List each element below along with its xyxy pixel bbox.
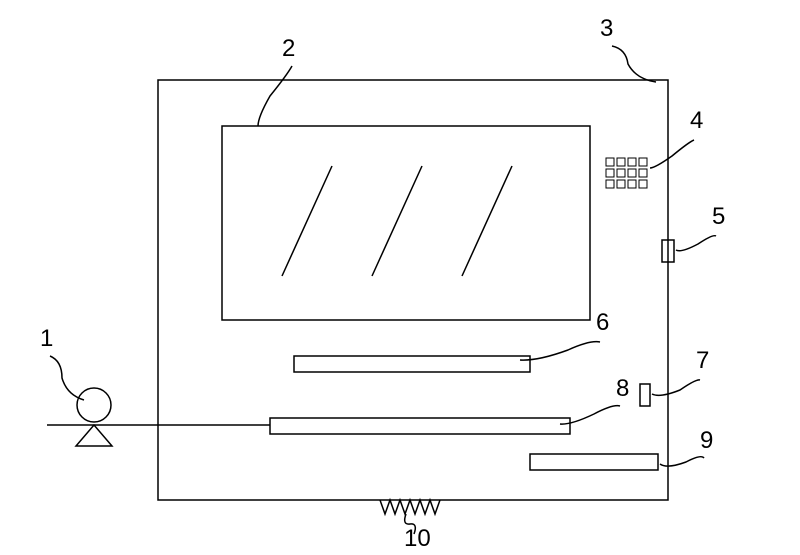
leader-4	[650, 140, 694, 168]
pivot-triangle	[76, 425, 112, 446]
label-3: 3	[600, 15, 613, 42]
screen-glare-0	[282, 166, 332, 276]
port-7	[640, 384, 650, 406]
label-10: 10	[404, 525, 431, 552]
keypad-cell	[606, 169, 614, 177]
label-9: 9	[700, 427, 713, 454]
leader-8	[560, 406, 620, 424]
keypad-cell	[617, 180, 625, 188]
screen	[222, 126, 590, 320]
leader-2	[258, 66, 292, 126]
coil-spring	[380, 500, 440, 514]
keypad-cell	[639, 180, 647, 188]
keypad-cell	[639, 158, 647, 166]
keypad-cell	[617, 158, 625, 166]
keypad-cell	[628, 180, 636, 188]
main-enclosure	[158, 80, 668, 500]
keypad-cell	[628, 169, 636, 177]
keypad-cell	[639, 169, 647, 177]
keypad-cell	[617, 169, 625, 177]
leader-7	[652, 380, 700, 395]
leader-9	[660, 457, 704, 466]
label-6: 6	[596, 309, 609, 336]
screen-glare-2	[462, 166, 512, 276]
leader-6	[520, 342, 600, 360]
lever-ball	[77, 388, 111, 422]
leader-1	[50, 356, 84, 400]
keypad-cell	[606, 180, 614, 188]
leader-5	[676, 236, 716, 251]
screen-glare-1	[372, 166, 422, 276]
label-4: 4	[690, 107, 703, 134]
tray-8	[270, 418, 570, 434]
leader-3	[612, 46, 656, 82]
label-1: 1	[40, 325, 53, 352]
keypad-cell	[628, 158, 636, 166]
technical-diagram: 1 2 3 4 5 6 7 8 9 10	[0, 0, 800, 555]
label-5: 5	[712, 203, 725, 230]
label-2: 2	[282, 35, 295, 62]
keypad-cell	[606, 158, 614, 166]
label-7: 7	[696, 347, 709, 374]
slot-6	[294, 356, 530, 372]
slot-9	[530, 454, 658, 470]
label-8: 8	[616, 375, 629, 402]
